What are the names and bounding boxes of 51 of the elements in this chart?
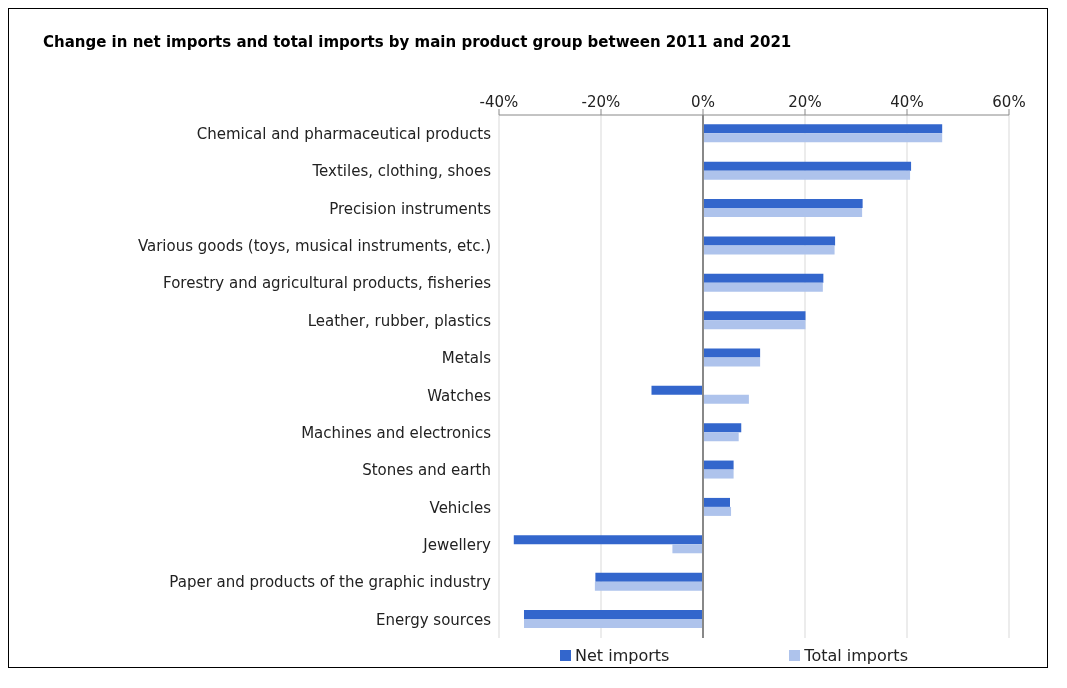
bar [703,170,911,180]
y-tick-label: Forestry and agricultural products, fisheries [163,274,492,293]
y-tick-label: Leather, rubber, plastics [307,311,492,330]
bar [703,133,943,143]
bar [703,199,863,209]
y-tick-label: Stones and earth [362,461,491,480]
bar [703,460,734,470]
bar [523,618,703,628]
bar [651,385,703,395]
bar [594,581,703,591]
chart-title: Change in net imports and total imports by main product group between 2011 and 2021 [42,32,793,53]
bar [703,208,863,218]
y-tick-label: Metals [441,349,492,368]
y-tick-label: Chemical and pharmaceutical products [196,125,492,143]
bar [672,544,703,554]
legend-label: Net imports [575,646,670,665]
bar [703,357,761,367]
bar [703,236,836,246]
y-tick-label: Various goods (toys, musical instruments, etc.) [137,237,491,256]
bar [523,609,703,619]
bar [703,432,739,442]
bar [703,497,731,507]
bar [703,245,835,255]
bar [703,469,734,479]
x-tick-label: -20% [581,93,621,111]
bar [595,572,703,582]
y-tick-label: Paper and products of the graphic industry [169,573,492,592]
bar [703,320,806,330]
y-tick-label: Vehicles [429,498,492,517]
x-tick-label: 40% [890,93,924,111]
y-tick-label: Precision instruments [329,199,492,218]
x-tick-label: -40% [479,93,519,111]
bar [703,348,761,358]
y-tick-label: Jewellery [422,535,492,554]
bar [703,124,943,134]
bar [703,161,912,171]
x-tick-label: 20% [788,93,822,111]
y-tick-label: Energy sources [376,610,492,629]
bar [703,282,823,292]
x-tick-label: 60% [992,93,1026,111]
bar [703,394,749,404]
y-tick-label: Textiles, clothing, shoes [311,162,492,181]
y-tick-label: Watches [427,386,492,405]
x-tick-label: 0% [691,93,715,111]
y-tick-label: Machines and electronics [301,423,492,442]
bar [703,273,824,283]
legend-label: Total imports [804,646,908,665]
bar [703,311,806,321]
bar [703,506,732,516]
bar [703,423,742,433]
bar [513,535,703,545]
